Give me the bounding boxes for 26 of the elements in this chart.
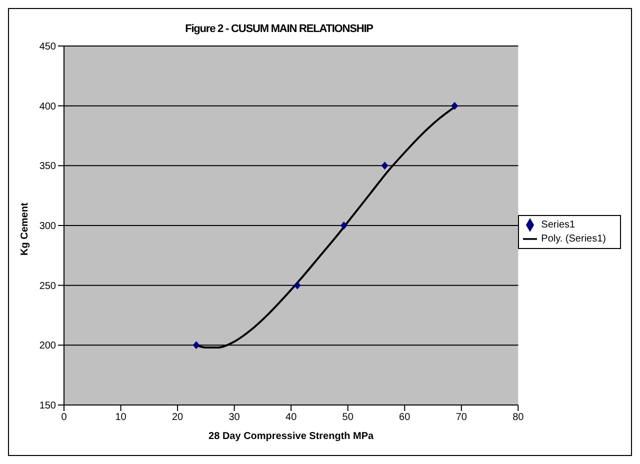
legend-label: Poly. (Series1) [541,234,606,245]
point [192,341,200,350]
x-tick-label: 60 [399,412,411,424]
x-tick-label: 40 [286,412,298,424]
y-tick-label: 450 [39,42,56,53]
y-tick-label: 250 [39,280,56,292]
point [381,162,388,170]
legend-label: Series1 [541,220,576,231]
x-tick-label: 20 [172,412,184,424]
y-tick-label: 300 [39,221,56,232]
point [294,281,301,290]
y-tick-label: 200 [39,340,56,352]
x-tick-label: 50 [342,412,354,424]
point [340,222,348,230]
x-tick-label: 10 [115,412,127,424]
chart-title: Figure 2 - CUSUM MAIN RELATIONSHIP [184,23,374,35]
y-tick-label: 400 [39,101,56,112]
x-tick-label: 30 [228,412,240,424]
y-tick-label: 350 [39,161,56,172]
point [451,102,458,110]
x-tick-label: 80 [512,412,524,424]
y-tick-label: 150 [39,400,56,412]
x-axis-title: 28 Day Compressive Strength MPa [208,431,374,442]
x-tick-label: 0 [61,412,68,424]
y-axis-title: Kg Cement [20,202,31,256]
x-tick-label: 70 [456,412,468,424]
